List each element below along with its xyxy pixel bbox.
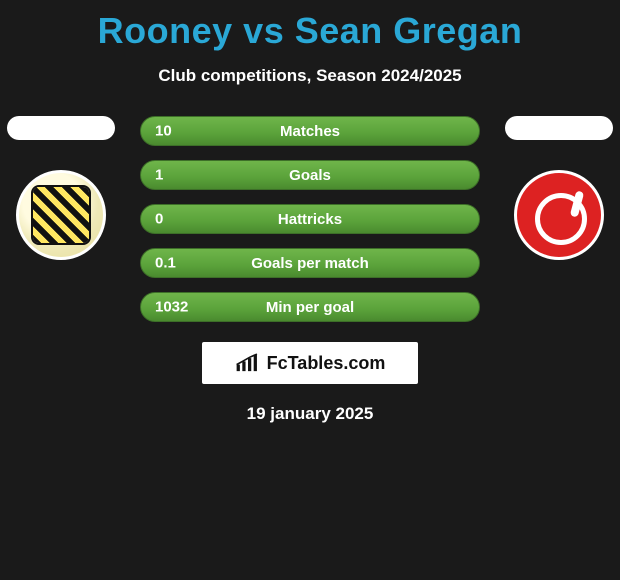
- stat-label: Hattricks: [141, 211, 479, 228]
- stat-label: Min per goal: [141, 299, 479, 316]
- stat-label: Matches: [141, 123, 479, 140]
- branding-text: FcTables.com: [267, 353, 386, 374]
- stat-row: 0 Hattricks: [140, 204, 480, 234]
- stat-left-value: 0.1: [155, 255, 176, 272]
- stat-row: 1032 Min per goal: [140, 292, 480, 322]
- stat-label: Goals: [141, 167, 479, 184]
- snapshot-date: 19 january 2025: [0, 404, 620, 424]
- stat-row: 1 Goals: [140, 160, 480, 190]
- bar-chart-icon: [235, 353, 261, 373]
- team-left: [6, 116, 116, 260]
- stat-row: 0.1 Goals per match: [140, 248, 480, 278]
- stat-left-value: 0: [155, 211, 163, 228]
- page-title: Rooney vs Sean Gregan: [0, 0, 620, 52]
- subtitle: Club competitions, Season 2024/2025: [0, 66, 620, 86]
- stat-left-value: 1032: [155, 299, 188, 316]
- team-right-crest: [514, 170, 604, 260]
- comparison-body: 10 Matches 1 Goals 0 Hattricks 0.1 Goals…: [0, 116, 620, 424]
- stat-label: Goals per match: [141, 255, 479, 272]
- team-left-crest-pattern: [33, 187, 89, 243]
- stat-left-value: 10: [155, 123, 172, 140]
- branding-badge[interactable]: FcTables.com: [202, 342, 418, 384]
- stat-list: 10 Matches 1 Goals 0 Hattricks 0.1 Goals…: [140, 116, 480, 322]
- team-left-crest: [16, 170, 106, 260]
- stat-left-value: 1: [155, 167, 163, 184]
- team-left-name-pill: [7, 116, 115, 140]
- team-right-name-pill: [505, 116, 613, 140]
- team-right: [504, 116, 614, 260]
- stat-row: 10 Matches: [140, 116, 480, 146]
- comparison-card: Rooney vs Sean Gregan Club competitions,…: [0, 0, 620, 580]
